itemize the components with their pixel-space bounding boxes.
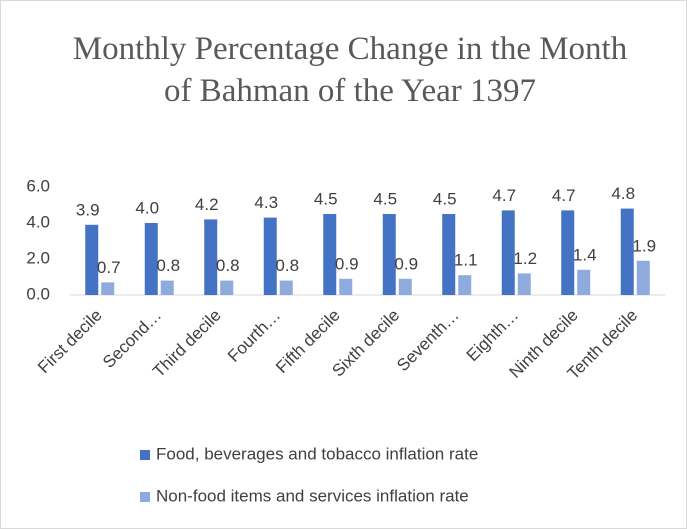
- bar: [501, 210, 515, 295]
- bar: [160, 280, 174, 295]
- x-tick-label: Seventh…: [393, 306, 463, 376]
- data-label: 4.5: [314, 189, 338, 208]
- data-label: 1.4: [573, 245, 597, 264]
- bar: [85, 224, 99, 295]
- x-tick-label: First decile: [34, 306, 106, 378]
- bar: [577, 269, 591, 295]
- x-tick-label: Fourth…: [224, 306, 284, 366]
- y-tick-label: 0.0: [26, 284, 50, 303]
- data-label: 0.9: [394, 254, 418, 273]
- y-tick-label: 2.0: [26, 248, 50, 267]
- bar: [220, 280, 234, 295]
- data-label: 4.2: [195, 195, 219, 214]
- bar: [458, 275, 472, 295]
- bar: [620, 208, 634, 295]
- bar: [398, 278, 412, 295]
- bar: [442, 214, 456, 295]
- data-label: 4.3: [254, 193, 278, 212]
- data-label: 4.0: [135, 198, 159, 217]
- legend-swatch: [140, 450, 150, 460]
- y-tick-label: 4.0: [26, 212, 50, 231]
- legend-label: Non-food items and services inflation ra…: [156, 486, 469, 505]
- bar: [204, 219, 218, 295]
- bar: [323, 214, 337, 295]
- bar: [561, 210, 575, 295]
- bar: [279, 280, 293, 295]
- bar: [101, 282, 115, 295]
- data-label: 3.9: [76, 200, 100, 219]
- data-label: 0.8: [156, 256, 180, 275]
- bar: [144, 223, 158, 295]
- bar: [517, 273, 531, 295]
- data-label: 0.8: [275, 256, 299, 275]
- data-label: 1.9: [632, 236, 656, 255]
- data-label: 4.8: [611, 184, 635, 203]
- data-label: 4.7: [552, 186, 576, 205]
- data-label: 4.7: [492, 186, 516, 205]
- chart-title: Monthly Percentage Change in the Month o…: [72, 31, 628, 109]
- bar: [339, 278, 353, 295]
- y-tick-label: 6.0: [26, 176, 50, 195]
- legend-swatch: [140, 492, 150, 502]
- data-label: 1.1: [454, 251, 478, 270]
- data-label: 4.5: [433, 189, 457, 208]
- bar: [636, 260, 650, 295]
- data-label: 1.2: [513, 249, 537, 268]
- bar: [263, 217, 277, 295]
- x-tick-label: Eighth…: [463, 306, 523, 366]
- data-label: 4.5: [373, 189, 397, 208]
- data-label: 0.7: [97, 258, 121, 277]
- data-label: 0.8: [216, 256, 240, 275]
- data-label: 0.9: [335, 254, 359, 273]
- bar: [382, 214, 396, 295]
- legend-label: Food, beverages and tobacco inflation ra…: [156, 444, 478, 463]
